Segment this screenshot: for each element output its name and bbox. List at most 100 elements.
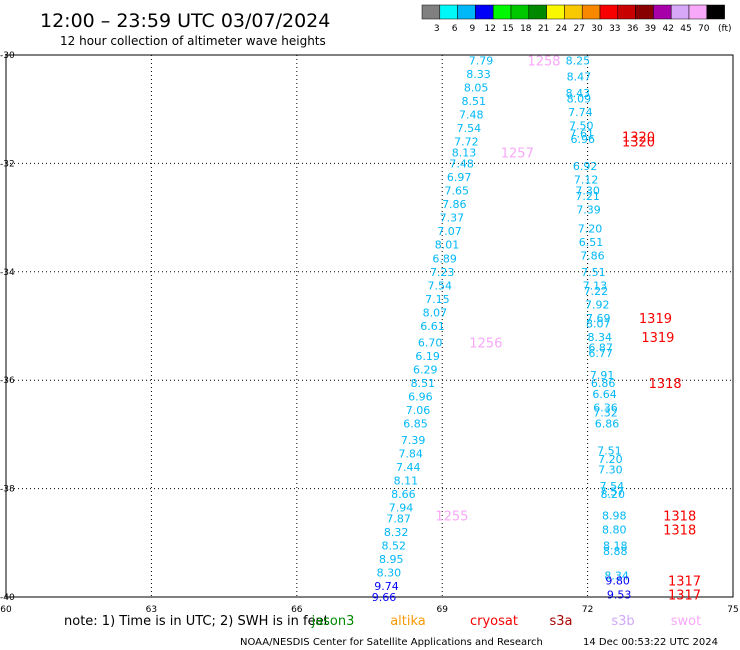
wave-height-label: 7.87 bbox=[386, 512, 411, 525]
legend-swatch bbox=[439, 4, 458, 20]
pass-number-label: 1318 bbox=[663, 510, 696, 525]
wave-height-label: 8.25 bbox=[566, 54, 591, 67]
wave-height-label: 8.18 bbox=[603, 540, 628, 553]
wave-height-label: 6.61 bbox=[420, 320, 445, 333]
pass-number-label: 1318 bbox=[649, 377, 682, 392]
wave-height-label: 8.88 bbox=[603, 545, 628, 558]
legend-swatch bbox=[653, 4, 672, 20]
legend-label: 6 bbox=[452, 24, 458, 34]
legend-label: 9 bbox=[470, 24, 476, 34]
legend-label: 39 bbox=[645, 24, 657, 34]
wave-height-label: 8.95 bbox=[379, 553, 404, 566]
satellite-name: jason3 bbox=[311, 614, 355, 629]
wave-height-label: 8.51 bbox=[411, 377, 436, 390]
wave-height-label: 8.30 bbox=[377, 567, 402, 580]
x-tick-label: 63 bbox=[146, 605, 157, 615]
wave-height-label: 6.64 bbox=[592, 388, 617, 401]
legend-label: 15 bbox=[502, 24, 513, 34]
wave-height-label: 6.77 bbox=[588, 347, 613, 360]
wave-height-label: 7.61 bbox=[570, 128, 595, 141]
wave-height-label: 7.48 bbox=[459, 109, 484, 122]
axis-ticks: 60 63 66 69 72 75 -30 -32 -34 -36 -38 -40 bbox=[0, 51, 739, 615]
x-tick-label: 69 bbox=[436, 605, 448, 615]
pass-number-label: 1320 bbox=[622, 130, 655, 145]
wave-height-values: 7.798.338.058.517.487.547.728.137.486.97… bbox=[372, 54, 632, 604]
wave-height-label: 8.98 bbox=[602, 510, 627, 523]
legend-label: 45 bbox=[680, 24, 691, 34]
legend-swatch bbox=[492, 4, 512, 20]
legend-label: 27 bbox=[573, 24, 584, 34]
wave-height-label: 6.87 bbox=[588, 342, 613, 355]
wave-height-label: 7.54 bbox=[600, 480, 625, 493]
wave-height-label: 7.54 bbox=[428, 279, 453, 292]
wave-height-label: 7.15 bbox=[425, 293, 450, 306]
plot-frame bbox=[5, 54, 734, 598]
wave-height-label: 7.20 bbox=[578, 222, 603, 235]
wave-height-label: 6.36 bbox=[593, 401, 618, 414]
satellite-name: s3a bbox=[549, 614, 572, 629]
plot-area bbox=[5, 54, 734, 598]
y-tick-label: -34 bbox=[0, 268, 15, 278]
pass-number-label: 1317 bbox=[668, 588, 701, 603]
wave-height-label: 7.22 bbox=[584, 285, 609, 298]
wave-height-label: 8.43 bbox=[566, 87, 591, 100]
wave-height-label: 9.74 bbox=[374, 580, 399, 593]
note-text: note: 1) Time is in UTC; 2) SWH is in fe… bbox=[64, 614, 329, 629]
wave-height-label: 7.39 bbox=[401, 434, 426, 447]
wave-height-label: 7.06 bbox=[406, 404, 431, 417]
wave-height-label: 7.54 bbox=[457, 122, 482, 135]
wave-height-label: 6.29 bbox=[413, 363, 438, 376]
pass-number-label: 1318 bbox=[663, 523, 696, 538]
legend-label: 21 bbox=[538, 24, 549, 34]
legend-swatch bbox=[421, 4, 441, 20]
satellite-legend: jason3 altika cryosat s3a s3b swot bbox=[311, 614, 702, 629]
wave-height-label: 7.30 bbox=[598, 464, 623, 477]
legend-swatch bbox=[510, 4, 530, 20]
pass-number-label: 1255 bbox=[435, 510, 468, 525]
x-tick-label: 60 bbox=[0, 605, 12, 615]
legend-label: 30 bbox=[591, 24, 603, 34]
wave-height-label: 7.07 bbox=[437, 225, 462, 238]
wave-height-label: 8.34 bbox=[604, 569, 629, 582]
wave-height-label: 7.86 bbox=[442, 198, 467, 211]
legend-swatch bbox=[581, 4, 601, 20]
wave-height-label: 6.97 bbox=[447, 171, 472, 184]
pass-number-label: 1258 bbox=[527, 54, 560, 69]
color-legend: 3 6 9 12 15 18 21 24 27 30 33 36 39 42 45 70 (ft) bbox=[421, 4, 732, 34]
wave-height-label: 6.70 bbox=[418, 336, 443, 349]
satellite-name: s3b bbox=[611, 614, 634, 629]
legend-label: 36 bbox=[627, 24, 639, 34]
wave-height-label: 8.47 bbox=[567, 71, 592, 84]
y-tick-label: -30 bbox=[0, 51, 15, 61]
pass-number-label: 1317 bbox=[668, 575, 701, 590]
wave-height-label: 8.34 bbox=[587, 331, 612, 344]
wave-height-label: 7.48 bbox=[449, 157, 474, 170]
pass-number-label: 1319 bbox=[639, 312, 672, 327]
wave-height-label: 7.79 bbox=[469, 54, 494, 67]
legend-label: 70 bbox=[698, 24, 710, 34]
legend-swatch bbox=[688, 4, 708, 20]
wave-height-label: 8.13 bbox=[452, 147, 477, 160]
pass-labels: 1258125712561255132013201319131913181318… bbox=[435, 54, 701, 603]
wave-height-label: 8.20 bbox=[601, 488, 626, 501]
footer-credit: NOAA/NESDIS Center for Satellite Applica… bbox=[240, 637, 543, 648]
x-tick-label: 66 bbox=[291, 605, 303, 615]
wave-height-label: 8.51 bbox=[461, 95, 486, 108]
wave-height-label: 7.92 bbox=[585, 298, 610, 311]
y-tick-label: -36 bbox=[0, 376, 15, 386]
wave-height-label: 7.57 bbox=[600, 485, 625, 498]
wave-height-label: 7.51 bbox=[581, 266, 606, 279]
wave-height-label: 9.80 bbox=[605, 575, 630, 588]
x-tick-label: 75 bbox=[727, 605, 738, 615]
wave-height-label: 7.13 bbox=[583, 279, 608, 292]
legend-swatch bbox=[706, 4, 725, 20]
wave-height-label: 7.51 bbox=[597, 445, 622, 458]
legend-label: 18 bbox=[520, 24, 532, 34]
wave-height-label: 8.52 bbox=[381, 540, 406, 553]
pass-number-label: 1319 bbox=[641, 331, 674, 346]
legend-swatch bbox=[599, 4, 619, 20]
satellite-name: altika bbox=[390, 614, 426, 629]
wave-height-label: 7.84 bbox=[398, 447, 423, 460]
wave-height-label: 6.85 bbox=[403, 418, 428, 431]
wave-height-label: 6.96 bbox=[408, 390, 433, 403]
